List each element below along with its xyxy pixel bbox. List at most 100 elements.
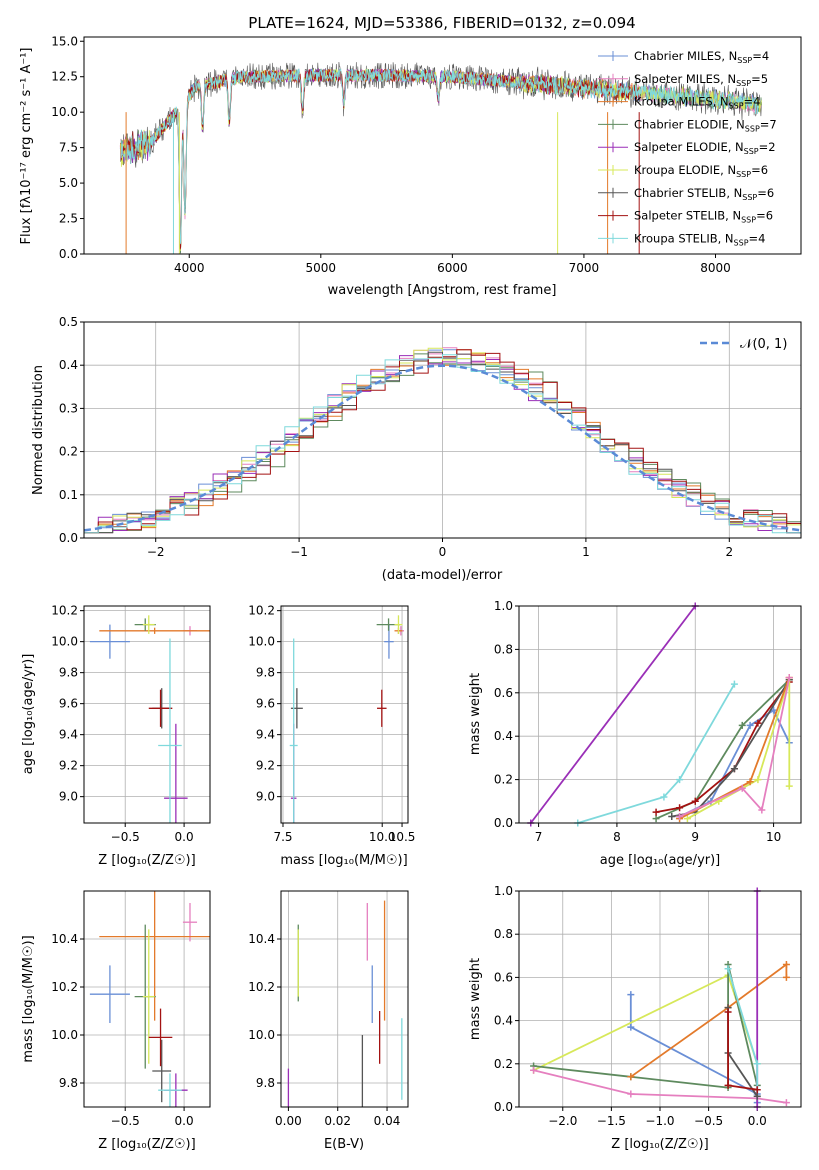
- weight-marker-salpeter-stelib: [724, 1081, 732, 1089]
- weight-marker-chabrier-stelib: [753, 1092, 761, 1100]
- spectrum-ylabel: Flux [fλ10⁻¹⁷ erg cm⁻² s⁻¹ A⁻¹]: [19, 48, 34, 245]
- mass-vs-z-frame: [83, 890, 211, 1108]
- weight-line-kroupa-stelib: [577, 683, 736, 824]
- weight-line-chabrier-elodie: [533, 964, 759, 1089]
- weight-marker-salpeter-miles: [676, 812, 684, 820]
- spectrum-title: PLATE=1624, MJD=53386, FIBERID=0132, z=0…: [248, 14, 635, 32]
- x-tick-label: −1.5: [597, 1114, 626, 1128]
- histogram-ylabel: Normed distribution: [31, 365, 46, 495]
- weight-line-salpeter-miles: [533, 1069, 787, 1104]
- x-tick-label: 2: [725, 545, 733, 559]
- weight-marker-salpeter-miles: [530, 1066, 538, 1074]
- y-tick-label: 1.0: [494, 884, 513, 898]
- y-tick-label: 0.6: [494, 686, 513, 700]
- mass-vs-ebv-xlabel: E(B-V): [324, 1137, 364, 1152]
- x-tick-label: 0.0: [748, 1114, 767, 1128]
- weight-line-chabrier-elodie: [655, 679, 790, 820]
- x-tick-label: −1: [290, 545, 308, 559]
- weight-marker-kroupa-stelib: [676, 776, 684, 784]
- y-tick-label: 0.0: [59, 247, 78, 261]
- weight-marker-chabrier-elodie: [652, 815, 660, 823]
- y-tick-label: 0.0: [494, 1100, 513, 1114]
- y-tick-label: 0.5: [59, 315, 78, 329]
- y-tick-label: 9.0: [256, 790, 275, 804]
- weight-marker-salpeter-stelib: [724, 1008, 732, 1016]
- y-tick-label: 9.4: [59, 728, 78, 742]
- y-tick-label: 0.4: [494, 729, 513, 743]
- weight-marker-chabrier-stelib: [730, 765, 738, 773]
- weight-marker-salpeter-stelib: [753, 1086, 761, 1094]
- x-tick-label: 10.0: [369, 830, 396, 844]
- y-tick-label: 10.0: [248, 635, 275, 649]
- y-tick-label: 9.8: [59, 1076, 78, 1090]
- y-tick-label: 10.0: [51, 105, 78, 119]
- age-vs-z-ylabel: age [log₁₀(age/yr)]: [21, 654, 36, 775]
- mass-vs-z-ylabel: mass [log₁₀(M/M☉)]: [21, 935, 36, 1062]
- x-tick-label: −2: [147, 545, 165, 559]
- mass-vs-z-panel: −0.5 0.0 9.8 10.0 10.2 10.4: [51, 891, 210, 1128]
- x-tick-label: 5000: [306, 261, 337, 275]
- weight-marker-kroupa-miles: [746, 778, 754, 786]
- weight-marker-kroupa-miles: [627, 1073, 635, 1081]
- weight-marker-chabrier-miles: [746, 721, 754, 729]
- x-tick-label: 0.00: [275, 1114, 302, 1128]
- x-tick-label: −0.5: [111, 1114, 140, 1128]
- y-tick-label: 0.2: [494, 773, 513, 787]
- histogram-legend: 𝒩(0, 1): [700, 337, 787, 352]
- weight-marker-kroupa-elodie: [683, 815, 691, 823]
- weight-marker-chabrier-stelib: [668, 812, 676, 820]
- age-vs-mass-xlabel: mass [log₁₀(M/M☉)]: [280, 853, 407, 868]
- y-tick-label: 5.0: [59, 176, 78, 190]
- weight-line-salpeter-elodie: [530, 605, 697, 824]
- x-tick-label: 9: [691, 830, 699, 844]
- y-tick-label: 7.5: [59, 141, 78, 155]
- weight-marker-kroupa-miles: [782, 973, 790, 981]
- y-tick-label: 0.6: [494, 970, 513, 984]
- x-tick-label: 0.04: [374, 1114, 401, 1128]
- legend-label-kroupa-elodie: Kroupa ELODIE, NSSP=6: [634, 163, 768, 179]
- x-tick-label: 4000: [174, 261, 205, 275]
- weight-vs-age-panel: 7 8 9 10 0.0 0.2 0.4 0.6 0.8 1.0: [494, 599, 801, 844]
- weight-marker-kroupa-stelib: [724, 965, 732, 973]
- x-tick-label: 7.5: [273, 830, 292, 844]
- weight-vs-age-ylabel: mass weight: [468, 673, 483, 755]
- weight-marker-kroupa-stelib: [730, 680, 738, 688]
- y-tick-label: 0.1: [59, 488, 78, 502]
- weight-marker-kroupa-miles: [782, 960, 790, 968]
- y-tick-label: 0.0: [59, 531, 78, 545]
- x-tick-label: 0: [439, 545, 447, 559]
- weight-marker-salpeter-stelib: [652, 808, 660, 816]
- y-tick-label: 10.4: [248, 932, 275, 946]
- weight-marker-kroupa-elodie: [754, 776, 762, 784]
- x-tick-label: 1: [582, 545, 590, 559]
- weight-vs-z-xlabel: Z [log₁₀(Z/Z☉)]: [611, 1137, 708, 1152]
- age-vs-z-xlabel: Z [log₁₀(Z/Z☉)]: [98, 853, 195, 868]
- x-tick-label: 0.0: [175, 1114, 194, 1128]
- weight-line-salpeter-miles: [679, 677, 791, 818]
- age-vs-z-panel: −0.5 0.0 9.0 9.2 9.4 9.6 9.8 10.0 10.2: [51, 604, 210, 844]
- weight-vs-z-panel: −2.0 −1.5 −1.0 −0.5 0.0 0.0 0.2 0.4 0.6 0.8 1.0: [494, 884, 801, 1128]
- weight-marker-chabrier-miles: [627, 1023, 635, 1031]
- x-tick-label: 0.02: [324, 1114, 351, 1128]
- y-tick-label: 10.4: [51, 932, 78, 946]
- x-tick-label: −0.5: [111, 830, 140, 844]
- histogram-panel: −2 −1 0 1 2 0.0 0.1 0.2 0.3 0.4 0.5: [59, 315, 802, 559]
- age-vs-z-frame: [83, 605, 211, 824]
- weight-marker-kroupa-stelib: [753, 1060, 761, 1068]
- weight-vs-z-frame: [518, 890, 802, 1108]
- weight-line-chabrier-stelib: [671, 679, 791, 818]
- age-vs-mass-frame: [280, 605, 409, 824]
- x-tick-label: −2.0: [548, 1114, 577, 1128]
- weight-marker-salpeter-miles: [738, 784, 746, 792]
- histogram-frame: [83, 321, 802, 539]
- spectrum-panel: 4000 5000 6000 7000 8000 0.0 2.5 5.0 7.5 10.0 12.5…: [51, 34, 762, 275]
- spectrum-legend: Chabrier MILES, NSSP=4 Salpeter MILES, NS…: [598, 49, 777, 247]
- y-tick-label: 9.8: [59, 666, 78, 680]
- x-tick-label: −0.5: [694, 1114, 723, 1128]
- histogram-xlabel: (data-model)/error: [382, 568, 503, 583]
- spectrum-frame: [83, 36, 802, 255]
- y-tick-label: 0.0: [494, 816, 513, 830]
- y-tick-label: 0.3: [59, 401, 78, 415]
- weight-vs-age-frame: [518, 605, 802, 824]
- spectrum-xlabel: wavelength [Angstrom, rest frame]: [328, 283, 557, 298]
